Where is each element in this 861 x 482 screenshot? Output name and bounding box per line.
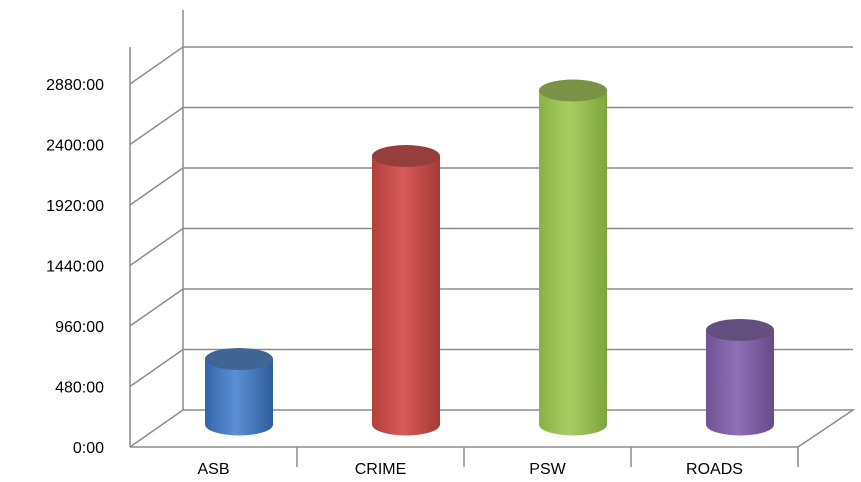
y-tick-label: 1920:00 [46,198,104,215]
gridline [129,167,853,206]
bar-body [205,358,273,436]
bar-top [205,347,273,370]
x-category-label: PSW [529,461,566,478]
y-axis-tick-labels: 0:00 480:00 960:00 1440:00 1920:00 2400:00 288… [46,77,104,457]
x-category-label: ROADS [686,461,743,478]
bar-body [539,90,607,436]
gridline [129,348,853,388]
gridlines [129,46,853,388]
y-tick-label: 1440:00 [46,259,104,276]
bar-top [372,145,440,168]
gridline [129,227,853,267]
gridline [129,288,853,327]
bars [205,79,774,436]
gridline [129,46,853,85]
y-tick-label: 0:00 [73,440,104,457]
bar-top [539,79,607,102]
x-axis-category-labels: ASB CRIME PSW ROADS [197,447,799,478]
bar-body [372,156,440,436]
y-tick-label: 960:00 [55,319,104,336]
x-category-label: ASB [197,461,229,478]
y-tick-label: 2880:00 [46,77,104,94]
bar-asb [205,347,273,436]
bar-body [706,329,774,436]
bar-top [706,318,774,341]
bar-crime [372,145,440,436]
bar-psw [539,79,607,436]
y-tick-label: 2400:00 [46,138,104,155]
y-tick-label: 480:00 [55,380,104,397]
bar-roads [706,318,774,436]
gridline [129,106,853,146]
floor [129,409,856,448]
x-category-label: CRIME [355,461,407,478]
